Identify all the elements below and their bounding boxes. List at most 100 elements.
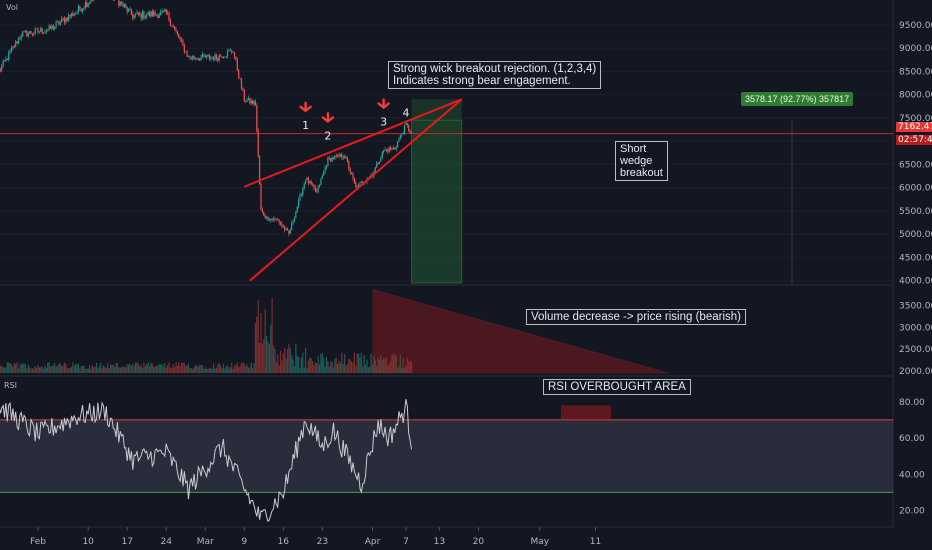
- volume-bar: [77, 363, 80, 373]
- volume-bar: [364, 364, 367, 373]
- candle-body: [16, 41, 18, 44]
- volume-bar: [252, 368, 254, 373]
- candle-body: [148, 12, 151, 17]
- volume-bar: [100, 362, 102, 373]
- volume-bar: [168, 362, 170, 373]
- volume-bar: [63, 362, 66, 373]
- volume-bar: [167, 365, 169, 373]
- candle-body: [132, 14, 134, 19]
- volume-bar: [228, 368, 230, 373]
- candle-body: [309, 181, 311, 183]
- candle-body: [274, 218, 276, 220]
- volume-bar: [403, 367, 406, 373]
- volume-bar: [285, 358, 287, 373]
- volume-bar: [141, 367, 144, 373]
- volume-bar: [218, 362, 220, 373]
- candle-body: [137, 12, 139, 15]
- volume-bar: [65, 364, 67, 373]
- candle-body: [388, 147, 390, 152]
- volume-bar: [115, 363, 117, 373]
- volume-bar: [68, 368, 70, 373]
- candle-body: [231, 50, 233, 53]
- volume-bars: [0, 298, 413, 373]
- volume-triangle: [372, 288, 669, 374]
- volume-bar: [277, 354, 279, 373]
- volume-bar: [320, 353, 322, 373]
- candle-body: [362, 181, 364, 184]
- volume-bar: [335, 357, 337, 373]
- volume-bar: [97, 368, 99, 373]
- volume-tick-label: 3000.00: [899, 323, 932, 333]
- candle-body: [328, 157, 330, 159]
- volume-bar: [29, 367, 31, 373]
- candle-body: [272, 219, 275, 221]
- candle-body: [175, 28, 177, 32]
- price-tick-label: 9500.00: [899, 21, 932, 31]
- volume-bar: [362, 366, 364, 373]
- volume-bar: [395, 355, 397, 373]
- volume-bar: [48, 362, 50, 373]
- candle-body: [321, 175, 323, 179]
- volume-bar: [19, 364, 21, 373]
- volume-bar: [380, 355, 382, 373]
- candle-body: [122, 3, 124, 7]
- volume-bar: [125, 367, 127, 373]
- volume-bar: [121, 366, 123, 373]
- volume-bar: [104, 366, 106, 373]
- volume-bar: [314, 362, 316, 373]
- volume-bar: [296, 355, 298, 373]
- candle-body: [242, 88, 244, 90]
- volume-bar: [235, 364, 237, 373]
- volume-bar: [330, 362, 332, 373]
- candle-body: [211, 57, 213, 59]
- candle-body: [402, 133, 404, 135]
- candle-body: [70, 13, 73, 17]
- volume-bar: [275, 361, 277, 373]
- volume-bar: [82, 365, 84, 373]
- volume-decrease-note[interactable]: Volume decrease -> price rising (bearish…: [526, 309, 746, 325]
- candle-body: [324, 167, 326, 172]
- candle-body: [344, 156, 346, 158]
- candle-body: [224, 56, 226, 58]
- volume-bar: [410, 362, 413, 373]
- volume-bar: [378, 359, 381, 373]
- candle-body: [45, 31, 47, 32]
- volume-bar: [401, 367, 403, 373]
- candle-body: [215, 54, 217, 59]
- volume-bar: [180, 362, 183, 373]
- candle-body: [408, 125, 410, 131]
- price-tick-label: 4500.00: [899, 253, 932, 263]
- candle-body: [12, 46, 14, 49]
- volume-tick-label: 3500.00: [899, 302, 932, 312]
- candle-body: [119, 1, 121, 6]
- volume-bar: [292, 359, 294, 373]
- candle-body: [259, 156, 261, 185]
- volume-bar: [345, 365, 347, 373]
- candle-body: [235, 56, 237, 60]
- volume-bar: [325, 356, 328, 373]
- candle-body: [172, 26, 174, 28]
- short-wedge-note[interactable]: Short wedge breakout: [615, 141, 668, 181]
- short-position-label[interactable]: 3578.17 (92.77%) 357817: [741, 92, 854, 106]
- rsi-overbought-note[interactable]: RSI OVERBOUGHT AREA: [543, 379, 691, 395]
- candle-body: [260, 184, 262, 211]
- candle-body: [169, 20, 172, 26]
- candle-body: [69, 15, 71, 17]
- candle-body: [219, 55, 222, 57]
- candle-body: [63, 18, 66, 23]
- volume-bar: [405, 365, 407, 373]
- volume-bar: [348, 358, 350, 373]
- candle-body: [10, 48, 13, 52]
- volume-bar: [8, 362, 10, 373]
- volume-bar: [221, 368, 223, 373]
- volume-bar: [229, 366, 231, 373]
- candle-body: [86, 2, 88, 7]
- volume-bar: [371, 364, 374, 373]
- candle-body: [302, 188, 304, 195]
- wick-rejection-note[interactable]: Strong wick breakout rejection. (1,2,3,4…: [388, 61, 602, 89]
- volume-bar: [33, 368, 35, 373]
- volume-bar: [49, 366, 52, 373]
- volume-bar: [94, 366, 96, 373]
- volume-bar: [101, 367, 103, 373]
